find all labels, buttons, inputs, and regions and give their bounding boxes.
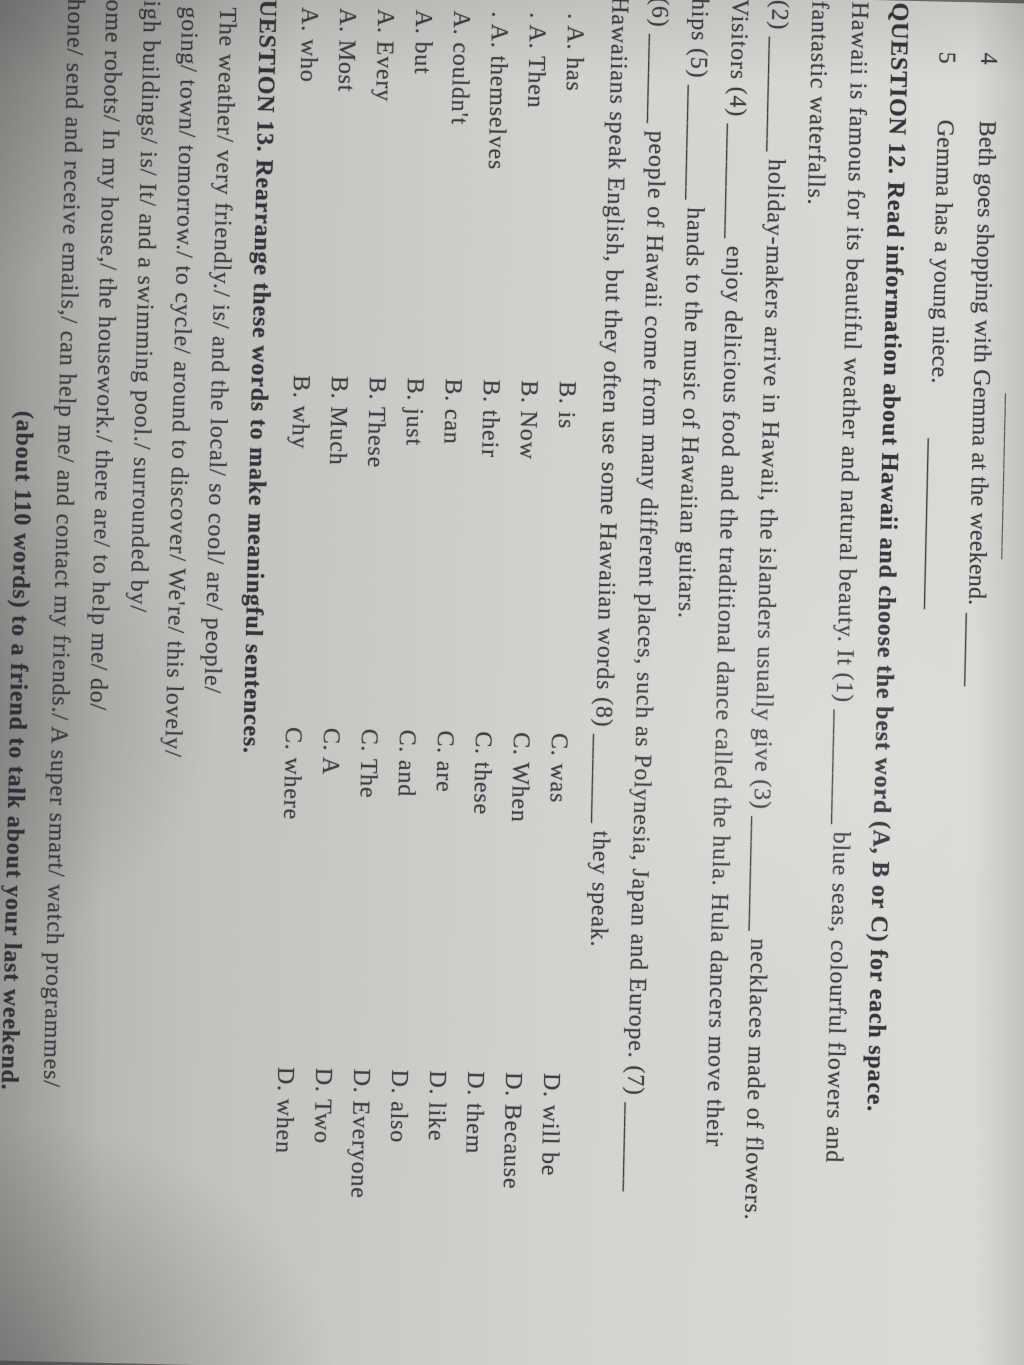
q12-paragraph-line: hips (5) _________ hands to the music of… — [672, 0, 713, 620]
question13-heading: QUESTION 13. Rearrange these words to ma… — [237, 0, 281, 755]
option-row-1-choice-a: . A. has — [560, 12, 589, 92]
q13-sentence-line: going/ town/ tomorrow./ to cycle/ around… — [159, 6, 203, 758]
question14-partial-line: (about 110 words) to a friend to talk ab… — [0, 410, 38, 1091]
option-row-4-choice-d: D. like — [422, 1070, 451, 1142]
option-row-7-choice-c: C. A — [316, 727, 344, 776]
option-row-5: A. but B. just C. and D. also — [385, 0, 437, 1365]
option-row-4-choice-a: A. couldn't — [445, 10, 475, 126]
q13-sentence-line: home robots/ In my house,/ the housework… — [84, 0, 127, 712]
option-row-2-choice-b: B. Now — [514, 380, 542, 461]
q12-paragraph-line: Hawaiians speak English, but they often … — [585, 0, 633, 948]
option-row-4-choice-c: C. are — [430, 730, 458, 793]
option-row-6-choice-c: C. The — [354, 728, 382, 799]
q13-sentence-line: phone/ send and receive emails,/ can hel… — [37, 0, 89, 1089]
option-row-8-choice-c: C. where — [277, 726, 306, 821]
option-row-2-choice-d: D. Because — [497, 1071, 527, 1190]
option-row-5-choice-b: B. just — [400, 377, 428, 447]
answer-blank: ______________ — [920, 438, 951, 610]
option-row-3-choice-c: C. these — [467, 731, 496, 816]
q13-sentence-line: The weather/ very friendly./ is/ and the… — [198, 7, 241, 695]
option-row-7-choice-d: D. Two — [308, 1067, 337, 1145]
option-row-8: A. who B. why C. where D. when — [270, 0, 323, 1365]
item-number: 4 — [975, 52, 1002, 66]
option-row-8-choice-a: A. who — [294, 6, 323, 83]
option-row-6-choice-a: A. Every — [370, 8, 399, 103]
option-row-7-choice-b: B. Much — [323, 375, 352, 466]
option-row-7-choice-a: A. Most — [332, 7, 361, 93]
option-row-2-choice-c: C. When — [505, 731, 534, 823]
option-row-3-choice-d: D. them — [460, 1070, 489, 1155]
item-number: 5 — [933, 51, 960, 65]
exercise-item-5: 5 Gemma has a young niece. ______________ — [920, 51, 961, 609]
option-row-1-choice-c: C. was — [544, 732, 572, 804]
option-row-2-choice-a: . A. Then — [522, 12, 551, 109]
exercise-item-4: 4 Beth goes shopping with Gemma at the we… — [960, 52, 1002, 687]
item-text: Beth goes shopping with Gemma at the wee… — [962, 120, 1000, 606]
option-row-1-choice-d: D. will be — [535, 1072, 565, 1177]
option-row-3-choice-b: B. their — [476, 379, 504, 459]
clipped-line-fragment: _____________ — [998, 393, 1024, 561]
option-row-6-choice-b: B. These — [361, 376, 390, 469]
option-row-5-choice-c: C. and — [392, 729, 420, 798]
answer-blank: ______ — [961, 613, 989, 687]
option-row-1-choice-b: B. is — [552, 380, 580, 430]
option-row-6-choice-d: D. Everyone — [345, 1068, 375, 1200]
option-row-5-choice-d: D. also — [384, 1069, 413, 1144]
q12-paragraph-line: fantastic waterfalls. — [801, 0, 833, 206]
option-row-4: A. couldn't B. can C. are D. like — [423, 0, 475, 1365]
item-text: Gemma has a young niece. — [925, 119, 958, 384]
q13-sentence-line: high buildings/ is/ It/ and a swimming p… — [124, 0, 165, 614]
option-row-1: . A. has B. is C. was D. will be — [536, 0, 589, 1365]
option-row-5-choice-a: A. but — [408, 9, 437, 75]
option-row-8-choice-b: B. why — [286, 374, 314, 450]
option-row-4-choice-b: B. can — [438, 378, 466, 445]
option-row-3-choice-a: . A. themselves — [482, 11, 513, 171]
option-row-6: A. Every B. These C. The D. Everyone — [345, 0, 399, 1365]
option-row-8-choice-d: D. when — [270, 1066, 299, 1155]
